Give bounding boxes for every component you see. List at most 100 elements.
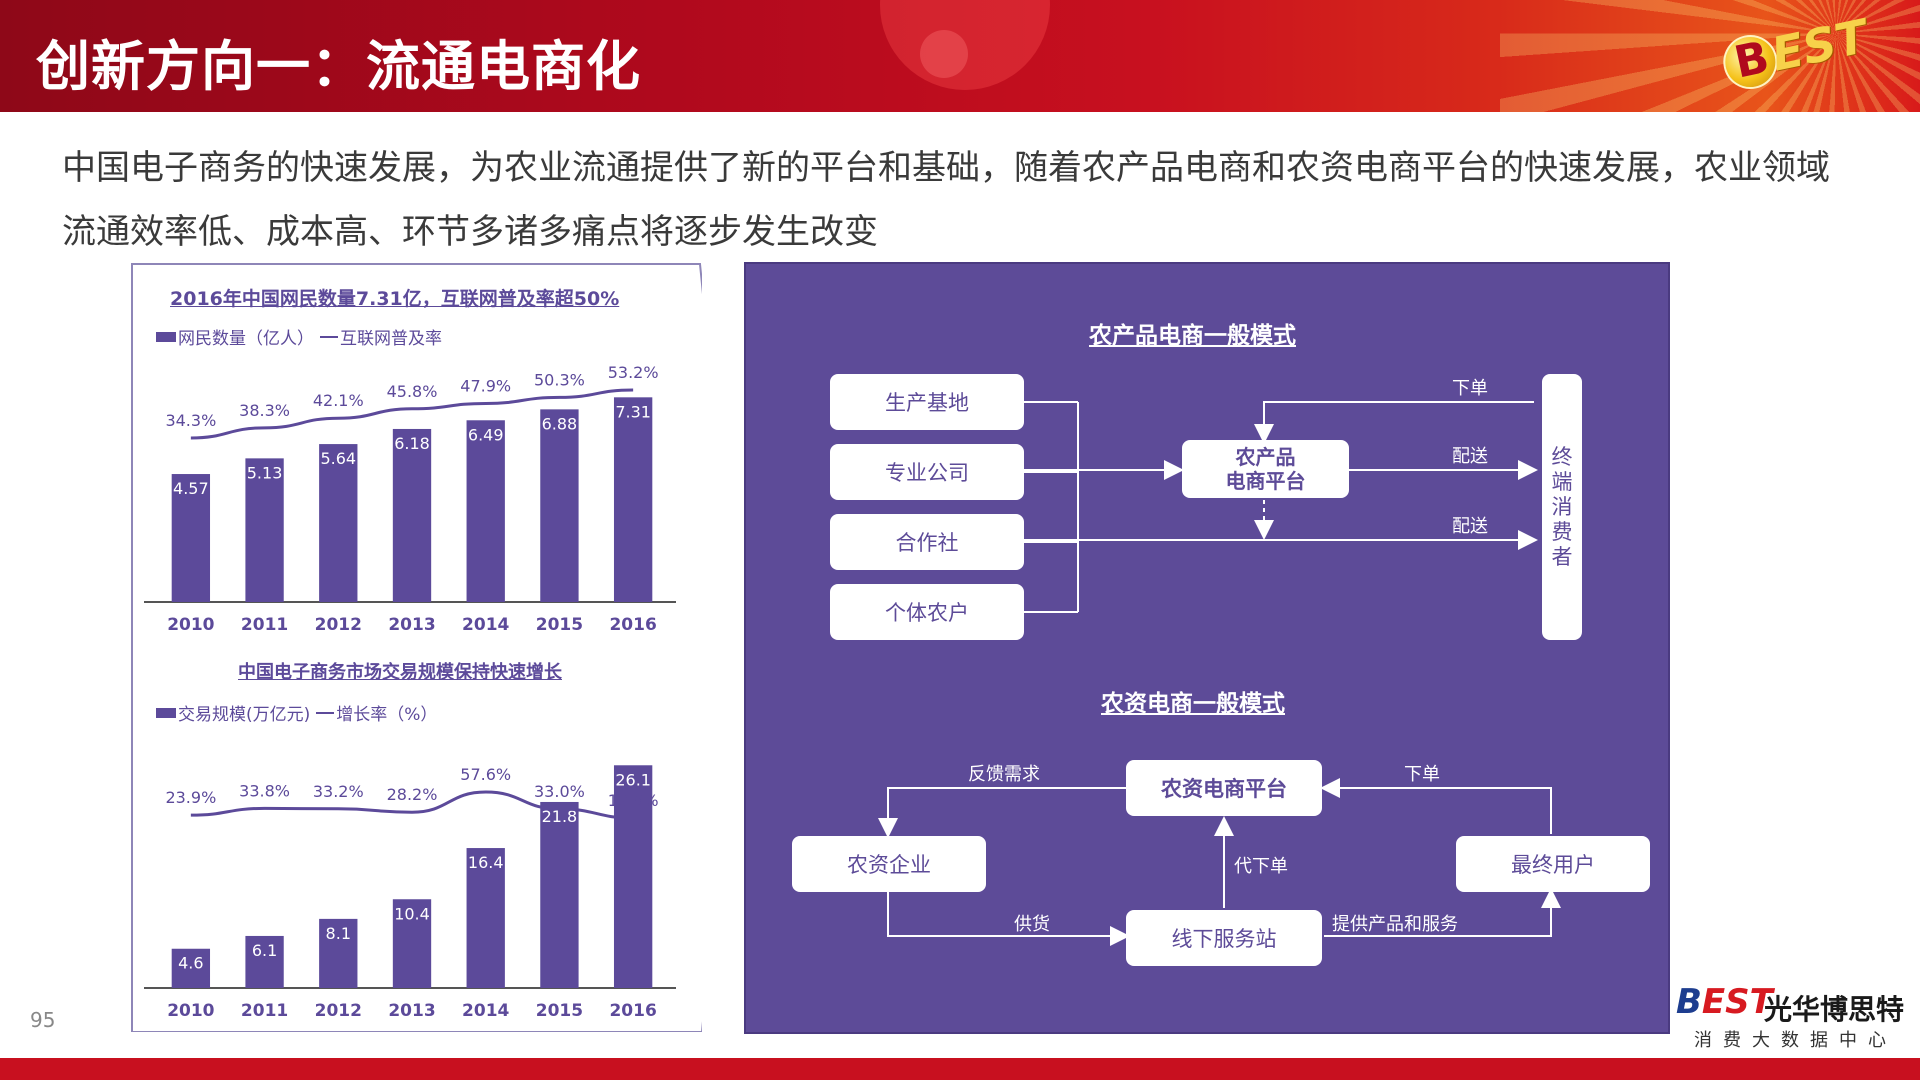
bar (466, 420, 505, 602)
bar-value-label: 26.1 (615, 770, 651, 789)
rate-label: 57.6% (460, 765, 511, 784)
label-deliver: 配送 (1452, 446, 1488, 467)
service-station-box: 线下服务站 (1126, 910, 1322, 966)
bar (171, 474, 211, 602)
bar (319, 918, 358, 988)
footer-subtitle: 消费大数据中心 (1694, 1030, 1897, 1051)
rate-label: 34.3% (165, 411, 216, 430)
legend-bar-swatch (156, 707, 176, 718)
bar (171, 948, 211, 988)
agri-products-title: 农产品电商一般模式 (1089, 323, 1296, 349)
bar-value-label: 4.6 (178, 954, 203, 973)
charts-panel: 4.57 2010 5.13 2011 5.64 2012 6.18 2013 6.49 2014… (130, 262, 702, 1032)
bar-value-label: 6.18 (394, 434, 430, 453)
label-supply: 供货 (1014, 914, 1050, 935)
chart1-title: 2016年中国网民数量7.31亿，互联网普及率超50% (170, 288, 620, 310)
x-tick-label: 2010 (167, 615, 214, 635)
rate-label: 53.2% (608, 363, 659, 382)
header-burst (1500, 0, 1920, 112)
legend-bar-swatch (156, 331, 176, 342)
diagram-connectors (878, 401, 1561, 946)
bar-value-label: 7.31 (615, 402, 651, 421)
connector-order (1254, 401, 1534, 444)
agri-inputs-platform-box: 农资电商平台 (1126, 760, 1322, 816)
diagram-panel: 农产品电商一般模式 生产基地 专业公司 合作社 个体农户 农产品 电商平台 终 … (744, 262, 1670, 1034)
rate-label: 28.2% (387, 785, 438, 804)
x-tick-label: 2016 (609, 615, 656, 635)
footer-logo-cn: 光华博思特 (1764, 993, 1905, 1026)
bar (392, 899, 432, 988)
bar-value-label: 5.13 (247, 463, 283, 482)
bar (540, 801, 579, 988)
rate-label: 33.8% (239, 781, 290, 800)
label-deliver: 配送 (1452, 516, 1488, 537)
x-tick-label: 2012 (315, 615, 362, 635)
bar-value-label: 16.4 (468, 853, 504, 872)
rate-line (190, 388, 634, 440)
agri-products-platform-box: 农产品 电商平台 (1182, 440, 1349, 498)
bar-value-label: 10.4 (394, 904, 430, 923)
bar-value-label: 6.1 (252, 941, 277, 960)
connector-service (1324, 888, 1561, 937)
source-box: 个体农户 (830, 584, 1024, 640)
label-proxy-order: 代下单 (1234, 856, 1288, 877)
footer-logo: BEST 光华博思特 消费大数据中心 (1676, 982, 1916, 1052)
label-service: 提供产品和服务 (1332, 914, 1458, 935)
bar-value-label: 6.88 (542, 414, 578, 433)
end-consumer-box: 终 端 消 费 者 (1542, 374, 1582, 640)
chart2-title: 中国电子商务市场交易规模保持快速增长 (238, 662, 562, 683)
bar (392, 428, 432, 602)
header-banner: 创新方向一：流通电商化 B EST (0, 0, 1920, 112)
legend-line-swatch (320, 335, 338, 338)
x-tick-label: 2013 (388, 1001, 435, 1021)
bar-value-label: 5.64 (320, 449, 356, 468)
bar-value-label: 21.8 (542, 807, 578, 826)
footer-logo-b: B (1676, 982, 1702, 1022)
rate-label: 33.2% (313, 782, 364, 801)
page-title: 创新方向一：流通电商化 (36, 35, 641, 98)
label-order: 下单 (1452, 378, 1488, 399)
rate-label: 38.3% (239, 401, 290, 420)
chart-ecommerce-volume: 4.6 2010 6.1 2011 8.1 2012 10.4 2013 16.4 2014 21.… (144, 765, 676, 1021)
x-tick-label: 2014 (462, 615, 509, 635)
legend-line-swatch (316, 711, 335, 714)
footer-logo-latin: BEST (1676, 982, 1773, 1022)
x-tick-label: 2012 (315, 1001, 362, 1021)
rate-line (190, 790, 634, 820)
label-feedback: 反馈需求 (968, 764, 1040, 785)
x-tick-label: 2011 (241, 1001, 288, 1021)
footer-logo-est: EST (1701, 982, 1773, 1022)
rate-label: 50.3% (534, 370, 585, 389)
x-tick-label: 2015 (536, 615, 583, 635)
chart-internet-users: 4.57 2010 5.13 2011 5.64 2012 6.18 2013 6.49 2014… (144, 363, 676, 635)
end-user-box: 最终用户 (1456, 836, 1650, 892)
connector-order-b (1320, 778, 1552, 834)
source-box: 专业公司 (830, 444, 1024, 500)
logo-text: EST (1766, 8, 1872, 82)
rate-label: 45.8% (387, 382, 438, 401)
x-tick-label: 2013 (388, 615, 435, 635)
label-order: 下单 (1404, 764, 1440, 785)
enterprise-box: 农资企业 (792, 836, 986, 892)
intro-text: 中国电子商务的快速发展，为农业流通提供了新的平台和基础，随着农产品电商和农资电商… (62, 148, 1830, 252)
rate-label: 42.1% (313, 391, 364, 410)
x-tick-label: 2011 (241, 615, 288, 635)
bar (540, 409, 579, 602)
chart1-legend: 网民数量（亿人） 互联网普及率 (156, 324, 442, 349)
source-box: 合作社 (830, 514, 1024, 570)
bar (245, 935, 284, 988)
charts-svg: 4.57 2010 5.13 2011 5.64 2012 6.18 2013 6.49 2014… (131, 263, 702, 1032)
bar-value-label: 8.1 (326, 924, 351, 943)
rate-label: 33.0% (534, 782, 585, 801)
page-number: 95 (30, 1008, 56, 1032)
chart2-legend: 交易规模(万亿元) 增长率（%） (156, 700, 437, 725)
bar (245, 458, 284, 602)
bar (613, 765, 653, 988)
legend-bar-label: 交易规模(万亿元) (178, 705, 311, 725)
bar (466, 848, 505, 988)
x-tick-label: 2014 (462, 1001, 509, 1021)
bar-value-label: 4.57 (173, 479, 209, 498)
source-box: 生产基地 (830, 374, 1024, 430)
bar (613, 397, 653, 602)
connector-supply (887, 888, 1130, 946)
